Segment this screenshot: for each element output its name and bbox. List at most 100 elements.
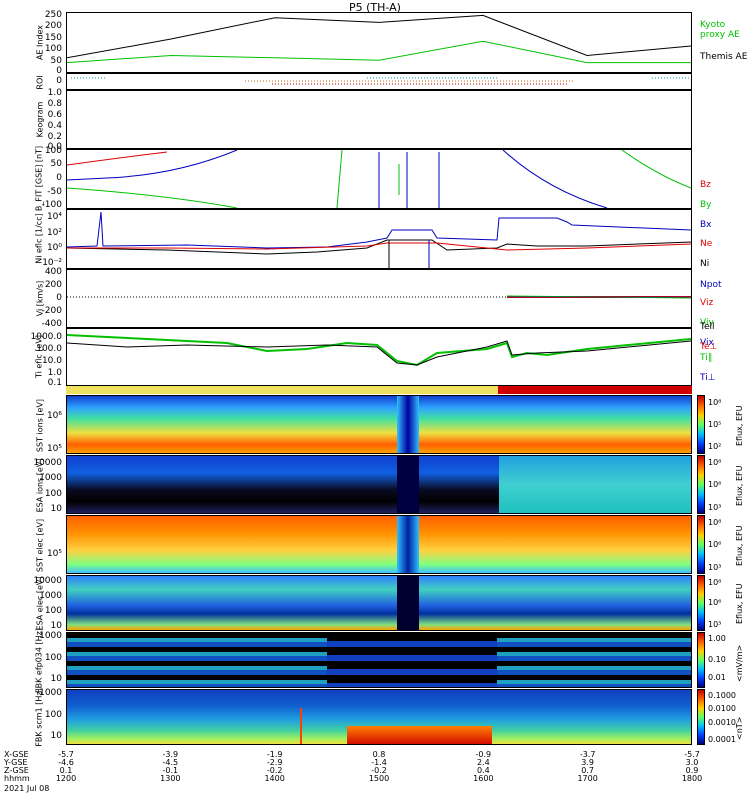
esa-ions-gap: [397, 456, 419, 513]
ti-tick: 1.0: [47, 368, 62, 378]
fbk-e-tick: 10: [50, 674, 62, 684]
esa-elec-gap: [397, 576, 419, 630]
legend-bx: Bx: [700, 220, 712, 230]
cbar-tick: 10³: [708, 503, 722, 512]
cbar-tick: 0.01: [708, 673, 726, 682]
legend-viz: Viz: [700, 298, 714, 308]
xaxis-t-value: 1300: [160, 774, 181, 783]
ni-plot: [67, 211, 691, 268]
bfit-tick: 0: [56, 173, 62, 183]
cbar-tick: 10⁸: [708, 518, 722, 527]
xaxis-z-value: 0.9: [685, 766, 699, 775]
sst-elec-ylabel: SST elec [eV]: [35, 518, 45, 573]
fbk-e-tick: 100: [44, 653, 62, 663]
ae-tick: 150: [44, 33, 62, 43]
ae-tick: 0: [56, 66, 62, 76]
xaxis-y-value: 2.4: [476, 758, 490, 767]
keogram-panel: [66, 90, 692, 149]
keogram-tick: 0.6: [47, 110, 62, 120]
xaxis-y-value: -4.5: [162, 758, 179, 767]
esa-ions-tick: 10000: [33, 458, 62, 468]
fbk-e-tick: 1000: [39, 631, 62, 641]
cbar-tick: 10⁶: [708, 540, 722, 549]
cbar-tick: 0.0001: [708, 735, 736, 744]
colorbar-sst-ions: [697, 395, 705, 454]
legend-bz: Bz: [700, 180, 711, 190]
xaxis-x-value: -0.9: [475, 750, 492, 759]
xaxis-t-value: 1400: [264, 774, 285, 783]
fbk-b-event: [347, 726, 492, 744]
keogram-tick: 0.0: [47, 142, 62, 152]
keogram-tick: 0.2: [47, 132, 62, 142]
cbar-label: <nT>: [735, 716, 744, 740]
xaxis-y-value: 3.9: [581, 758, 595, 767]
cbar-tick: 0.1000: [708, 691, 736, 700]
ti-tick: 10.0: [41, 356, 62, 366]
xaxis-y-value: -1.4: [371, 758, 387, 767]
legend-ti-perp: Ti⊥: [700, 373, 716, 383]
xaxis-x-value: -1.9: [266, 750, 283, 759]
bfit-tick: -100: [41, 200, 62, 210]
legend-te-perp: Te⊥: [700, 342, 718, 352]
xaxis-x-value: -5.7: [684, 750, 700, 759]
legend-npot: Npot: [700, 280, 722, 290]
esa-ions-tick: 100: [44, 489, 62, 499]
ti-plot: [67, 334, 691, 367]
esa-elec-panel: [66, 575, 692, 631]
ae-index-plot: [67, 14, 691, 64]
xaxis-row-label: Z-GSE: [4, 766, 29, 775]
sst-ions-panel: [66, 395, 692, 454]
cbar-tick: 10³: [708, 620, 722, 629]
cbar-tick: 10⁸: [708, 578, 722, 587]
xaxis-y-value: 3.0: [685, 758, 699, 767]
xaxis-y-value: -2.9: [266, 758, 283, 767]
fbk-b-tick: 100: [44, 710, 62, 720]
cbar-tick: 10⁵: [708, 420, 722, 429]
plot-title: P5 (TH-A): [349, 1, 401, 14]
cbar-tick: 0.0010: [708, 718, 736, 727]
ae-tick: 200: [44, 21, 62, 31]
cbar-tick: 10³: [708, 563, 722, 572]
colorbar-esa-elec: [697, 575, 705, 631]
xaxis-x-value: -3.7: [579, 750, 596, 759]
bfit-tick: 50: [50, 159, 62, 169]
roi-plot: [71, 77, 689, 85]
kyoto-ae-line: [67, 40, 691, 64]
ae-tick: 100: [44, 44, 62, 54]
cbar-label: <mV/m>: [735, 644, 744, 682]
xaxis-t-value: 1200: [55, 774, 77, 783]
xaxis-t-value: 1700: [577, 774, 598, 783]
ae-tick: 50: [50, 56, 62, 66]
xaxis-y-value: -4.6: [58, 758, 74, 767]
xaxis-x-value: -3.9: [162, 750, 179, 759]
bfit-tick: 100: [44, 146, 62, 156]
xaxis-date: 2021 Jul 08: [4, 784, 50, 793]
keogram-tick: 0.4: [47, 121, 62, 131]
fbk-b-tick: 1000: [39, 688, 62, 698]
themis-ae-line: [67, 14, 691, 59]
xaxis-x-value: 0.8: [372, 750, 386, 759]
xaxis-z-value: 0.1: [59, 766, 73, 775]
cbar-label: Eflux, EFU: [735, 405, 744, 447]
ae-index-panel: [66, 12, 692, 73]
vi-tick: -400: [41, 319, 62, 329]
ni-tick: 10⁴: [46, 212, 62, 222]
bfit-panel: [66, 149, 692, 209]
vi-panel: [66, 269, 692, 328]
esa-elec-tick: 10000: [33, 576, 62, 586]
esa-elec-tick: 100: [44, 606, 62, 616]
ni-tick: 10⁻²: [42, 258, 62, 268]
cbar-tick: 10⁶: [708, 480, 722, 489]
bfit-tick: -50: [47, 187, 62, 197]
legend-viy: Viy: [700, 318, 714, 328]
xaxis-z-value: -0.1: [162, 766, 179, 775]
roi-panel: [66, 73, 692, 90]
cbar-tick: 10⁶: [708, 598, 722, 607]
vi-tick: 400: [44, 267, 62, 277]
fbk-b-panel: [66, 689, 692, 745]
ni-panel: [66, 209, 692, 269]
vi-tick: 200: [44, 280, 62, 290]
legend-ne: Ne: [700, 239, 713, 249]
sst-elec-tick: 10⁵: [46, 549, 62, 559]
vi-tick: 0: [56, 293, 62, 303]
